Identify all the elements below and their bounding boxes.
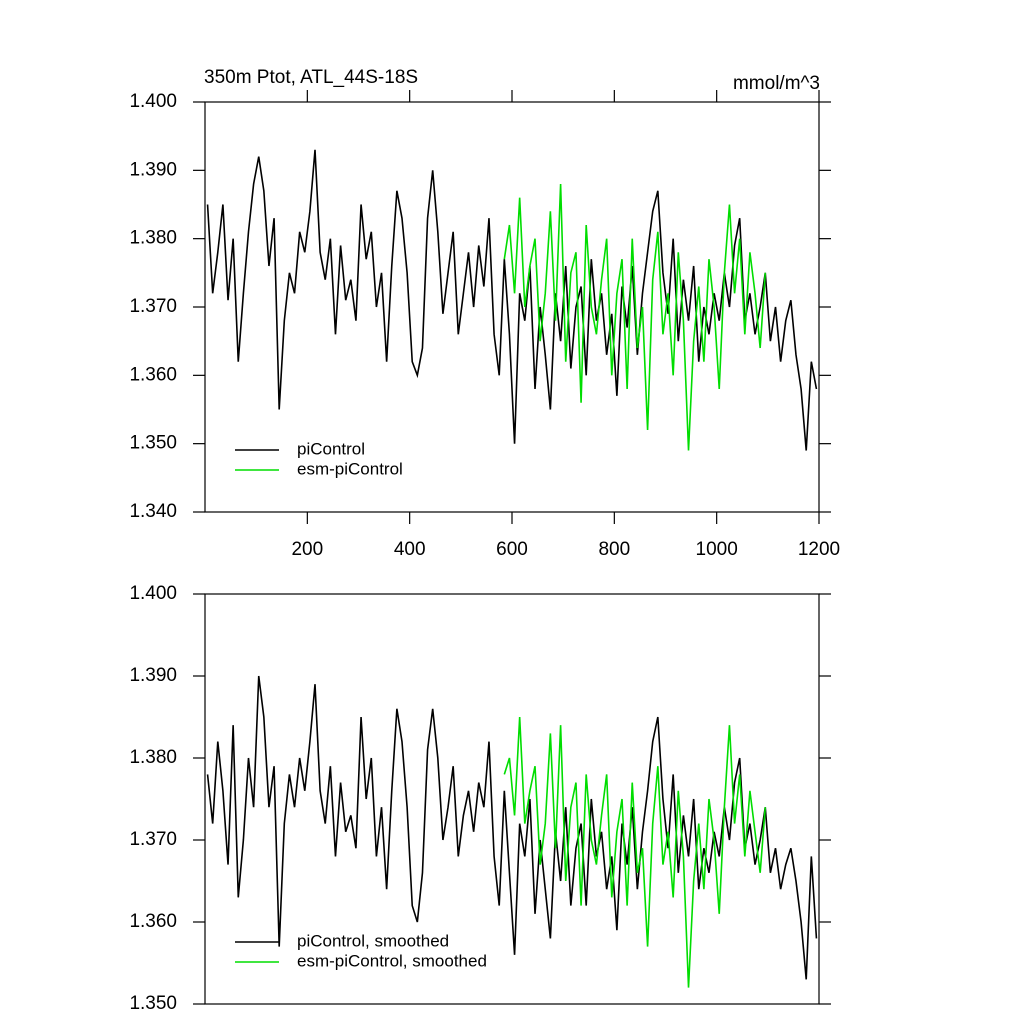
y-tick-label: 1.400 xyxy=(129,91,177,112)
x-tick-label: 400 xyxy=(394,539,426,560)
legend-label: esm-piControl, smoothed xyxy=(297,951,487,970)
series-line xyxy=(206,149,818,451)
y-tick-label: 1.370 xyxy=(129,296,177,317)
x-tick-label: 600 xyxy=(496,539,528,560)
y-tick-label: 1.340 xyxy=(129,501,177,522)
x-tick-label: 1000 xyxy=(696,539,738,560)
legend-label: piControl xyxy=(297,439,365,458)
y-tick-label: 1.390 xyxy=(129,665,177,686)
y-tick-label: 1.360 xyxy=(129,911,177,932)
y-tick-label: 1.390 xyxy=(129,159,177,180)
series-line xyxy=(206,675,818,980)
chart-title: 350m Ptot, ATL_44S-18S xyxy=(204,67,418,88)
x-tick-label: 1200 xyxy=(798,539,840,560)
y-tick-label: 1.360 xyxy=(129,364,177,385)
y-tick-label: 1.350 xyxy=(129,433,177,454)
y-tick-label: 1.370 xyxy=(129,829,177,850)
plot-frame xyxy=(204,593,820,1005)
legend-label: piControl, smoothed xyxy=(297,931,449,950)
x-tick-label: 800 xyxy=(598,539,630,560)
y-tick-label: 1.380 xyxy=(129,747,177,768)
series-line xyxy=(503,716,767,988)
y-tick-label: 1.380 xyxy=(129,228,177,249)
legend-label: esm-piControl xyxy=(297,459,403,478)
units-label: mmol/m^3 xyxy=(733,73,820,94)
series-line xyxy=(503,183,767,451)
y-tick-label: 1.400 xyxy=(129,583,177,604)
y-tick-label: 1.350 xyxy=(129,993,177,1014)
x-tick-label: 200 xyxy=(291,539,323,560)
